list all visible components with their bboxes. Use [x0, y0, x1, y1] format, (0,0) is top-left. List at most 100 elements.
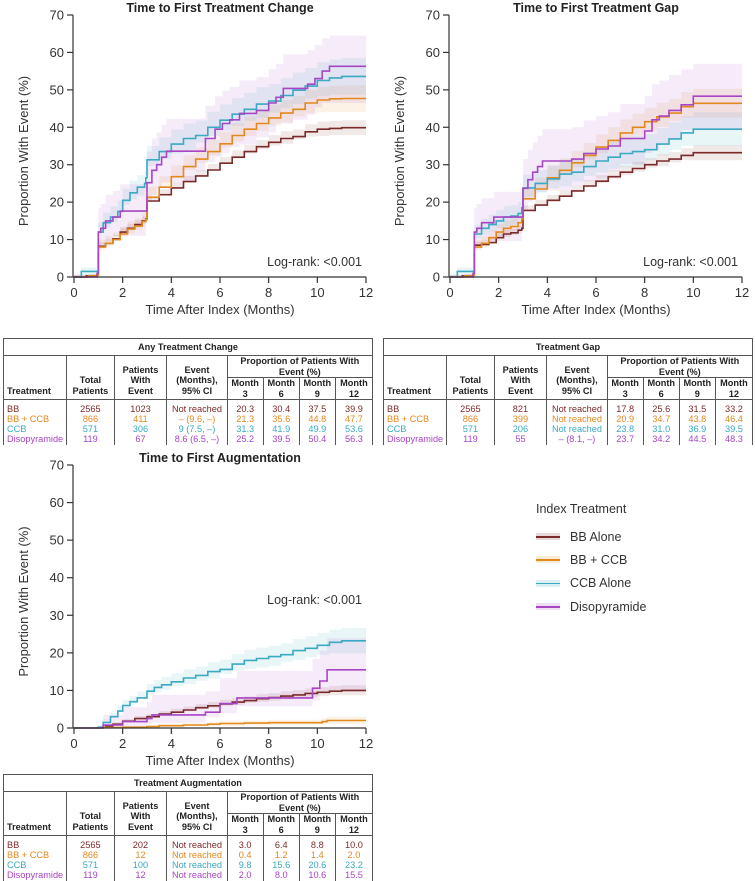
cell-total-patients: 119: [66, 434, 115, 445]
log-rank-annotation: Log-rank: <0.001: [267, 593, 362, 607]
cell-patients-with-event: 306: [113, 424, 168, 434]
y-tick-label: 20: [50, 195, 64, 210]
cell-patients-with-event: 1023: [113, 399, 168, 414]
x-tick-label: 6: [592, 285, 599, 300]
header-month-6: Month 6: [642, 377, 680, 400]
header-month-9: Month 9: [298, 377, 336, 400]
chart-time-to-first-treatment-gap: 0 10 20 30 40 50 60 70 0 2 4 6 8 10 12 Time to First Tr…: [392, 1, 749, 317]
cell-month-9: 44.8: [298, 414, 336, 424]
cell-patients-with-event: 202: [113, 835, 168, 850]
cell-month-3: 21.3: [226, 414, 264, 424]
cell-total-patients: 119: [446, 434, 495, 445]
cell-patients-with-event: 399: [493, 414, 548, 424]
x-tick-label: 10: [310, 285, 324, 300]
table-caption: Treatment Augmentation: [3, 774, 373, 792]
x-tick-label: 8: [641, 285, 648, 300]
ci-band-disopyramide: [74, 638, 366, 728]
cell-total-patients: 866: [66, 414, 115, 424]
cell-month-3: 17.8: [606, 399, 644, 414]
x-axis-label: Time After Index (Months): [145, 753, 294, 768]
header-month-9: Month 9: [678, 377, 716, 400]
table-row: BB 2565 1023 Not reached 20.3 30.4 37.5 39.9: [2, 399, 374, 414]
cell-event-ci: – (8.1, –): [546, 434, 608, 445]
cell-month-3: 3.0: [226, 835, 264, 850]
ci-band-bb-ccb: [74, 85, 366, 278]
cell-month-6: 25.6: [642, 399, 680, 414]
header-proportion-group: Proportion of Patients With Event (%): [226, 791, 374, 814]
header-month-12: Month 12: [334, 377, 374, 400]
x-tick-label: 8: [265, 285, 272, 300]
cell-total-patients: 866: [446, 414, 495, 424]
y-axis-label: Proportion With Event (%): [392, 76, 407, 226]
header-event-months-ci: Event (Months), 95% CI: [546, 355, 608, 400]
y-tick-label: 20: [426, 195, 440, 210]
cell-month-12: 33.2: [714, 399, 754, 414]
y-tick-label: 50: [50, 82, 64, 97]
y-tick-label: 40: [50, 120, 64, 135]
cell-treatment: BB: [382, 399, 448, 414]
cell-event-ci: Not reached: [546, 399, 608, 414]
x-tick-label: 8: [265, 736, 272, 751]
legend-label: BB Alone: [570, 529, 622, 544]
y-tick-label: 0: [57, 721, 64, 736]
cell-month-3: 25.2: [226, 434, 264, 445]
header-patients-with-event: Patients With Event: [113, 355, 168, 400]
y-tick-label: 30: [50, 157, 64, 172]
cell-month-9: 10.6: [298, 870, 336, 881]
chart-title: Time to First Treatment Gap: [513, 1, 679, 15]
ci-band-bb-alone: [450, 145, 742, 277]
cell-month-9: 36.9: [678, 424, 716, 434]
y-tick-label: 0: [433, 270, 440, 285]
cell-month-9: 1.4: [298, 850, 336, 860]
header-event-months-ci: Event (Months), 95% CI: [166, 791, 228, 836]
cell-treatment: CCB: [382, 424, 448, 434]
x-tick-label: 4: [168, 285, 175, 300]
log-rank-annotation: Log-rank: <0.001: [267, 255, 362, 269]
cell-patients-with-event: 821: [493, 399, 548, 414]
chart-title: Time to First Treatment Change: [126, 1, 313, 15]
cell-month-3: 31.3: [226, 424, 264, 434]
table-row: Disopyramide 119 67 8.6 (6.5, –) 25.2 39.5 50.…: [2, 434, 374, 445]
cell-patients-with-event: 100: [113, 860, 168, 870]
x-tick-label: 4: [544, 285, 551, 300]
legend: Index Treatment BB Alone BB + CCB CCB Al…: [536, 502, 646, 618]
legend-item-bb-ccb: BB + CCB: [536, 548, 646, 571]
cell-treatment: Disopyramide: [382, 434, 448, 445]
cell-total-patients: 2565: [66, 835, 115, 850]
y-tick-label: 50: [50, 533, 64, 548]
legend-swatch-ccb-alone: [536, 579, 560, 587]
legend-label: BB + CCB: [570, 552, 628, 567]
x-tick-label: 10: [686, 285, 700, 300]
table-row: CCB 571 100 Not reached 9.8 15.6 20.6 23.2: [2, 860, 374, 870]
header-treatment: Treatment: [2, 791, 68, 836]
cell-month-9: 44.5: [678, 434, 716, 445]
table-row: CCB 571 206 Not reached 23.8 31.0 36.9 39.5: [382, 424, 754, 434]
x-tick-label: 0: [70, 736, 77, 751]
cell-event-ci: 9 (7.5, –): [166, 424, 228, 434]
x-tick-label: 6: [216, 285, 223, 300]
series-line-disopyramide: [74, 65, 366, 278]
cell-event-ci: 8.6 (6.5, –): [166, 434, 228, 445]
chart-time-to-first-augmentation: 0 10 20 30 40 50 60 70 0 2 4 6 8 10 12 Time to First Au…: [16, 451, 373, 768]
cell-total-patients: 571: [66, 424, 115, 434]
cell-month-6: 34.7: [642, 414, 680, 424]
cell-month-9: 20.6: [298, 860, 336, 870]
y-tick-label: 40: [426, 120, 440, 135]
cell-patients-with-event: 12: [113, 870, 168, 881]
header-month-3: Month 3: [226, 813, 264, 836]
cell-month-6: 1.2: [262, 850, 300, 860]
cell-month-9: 43.8: [678, 414, 716, 424]
header-month-3: Month 3: [606, 377, 644, 400]
header-month-9: Month 9: [298, 813, 336, 836]
cell-event-ci: Not reached: [546, 414, 608, 424]
series-line-bb-alone: [450, 151, 742, 278]
cell-month-3: 2.0: [226, 870, 264, 881]
legend-swatch-bb-ccb: [536, 556, 560, 564]
y-tick-label: 30: [50, 608, 64, 623]
table-any-treatment-change: Any Treatment Change Treatment Total Pat…: [2, 338, 374, 445]
header-patients-with-event: Patients With Event: [113, 791, 168, 836]
cell-month-12: 39.5: [714, 424, 754, 434]
cell-month-12: 53.6: [334, 424, 374, 434]
cell-patients-with-event: 206: [493, 424, 548, 434]
cell-event-ci: Not reached: [166, 835, 228, 850]
